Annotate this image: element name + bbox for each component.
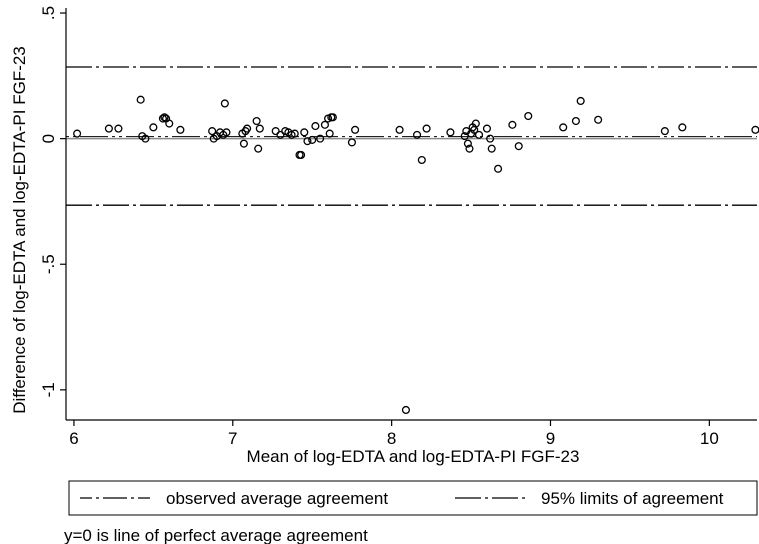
data-point <box>255 124 264 133</box>
data-point <box>571 116 580 126</box>
data-point <box>559 123 568 132</box>
data-point <box>311 122 320 131</box>
data-points <box>73 95 759 415</box>
data-point <box>660 127 669 136</box>
x-tick-label: 6 <box>69 429 78 448</box>
data-point <box>158 114 167 123</box>
data-point <box>114 124 123 133</box>
data-point <box>482 124 492 133</box>
x-axis-title: Mean of log-EDTA and log-EDTA-PI FGF-23 <box>247 447 580 466</box>
data-point <box>347 138 356 147</box>
data-point <box>239 139 248 148</box>
y-tick-label: -1 <box>39 382 58 397</box>
data-point <box>243 124 252 133</box>
data-point <box>465 144 474 153</box>
axes: 6 7 8 9 10 .5 0 -.5 -1 <box>39 6 757 448</box>
data-point <box>300 128 309 137</box>
data-point <box>576 96 585 106</box>
data-point <box>422 124 431 133</box>
y-tick-label: -.5 <box>39 254 58 274</box>
data-point <box>208 127 217 136</box>
data-point <box>413 130 422 139</box>
data-point <box>290 129 299 138</box>
data-point <box>325 129 334 138</box>
data-point <box>136 95 145 104</box>
x-tick-label: 7 <box>228 429 237 448</box>
data-point <box>297 150 306 160</box>
data-point <box>487 144 496 153</box>
data-point <box>165 119 174 128</box>
data-point <box>73 129 82 138</box>
data-point <box>514 142 523 151</box>
legend-box <box>68 480 758 516</box>
data-point <box>417 155 426 165</box>
data-point <box>462 127 471 136</box>
data-point <box>104 124 113 133</box>
data-point <box>308 135 317 144</box>
y-axis-title: Difference of log-EDTA and log-EDTA-PI F… <box>10 46 29 414</box>
x-tick-label: 10 <box>700 429 719 448</box>
data-point <box>486 134 495 143</box>
x-tick-label: 9 <box>546 429 555 448</box>
data-point <box>401 405 410 415</box>
y-tick-label: 0 <box>39 134 58 143</box>
data-point <box>524 111 533 121</box>
data-point <box>395 125 404 134</box>
data-point <box>678 123 687 132</box>
data-point <box>141 134 150 143</box>
data-point <box>594 115 603 124</box>
legend-label-95-limits-of-agreement: 95% limits of agreement <box>541 489 724 508</box>
data-point <box>328 113 337 122</box>
data-point <box>252 116 261 126</box>
plot-lines <box>66 66 757 206</box>
data-point <box>446 128 455 137</box>
data-point <box>351 125 360 134</box>
data-point <box>149 123 158 132</box>
data-point <box>316 134 325 143</box>
data-point <box>471 119 480 128</box>
x-tick-label: 8 <box>387 429 396 448</box>
data-point <box>474 130 484 139</box>
data-point <box>463 139 472 148</box>
y-tick-label: .5 <box>39 6 58 20</box>
data-point <box>494 164 503 173</box>
data-point <box>220 99 229 108</box>
data-point <box>222 128 231 137</box>
data-point <box>176 125 185 134</box>
legend-label-observed-average-agreement: observed average agreement <box>166 489 388 508</box>
legend: observed average agreement 95% limits of… <box>68 480 758 516</box>
data-point <box>160 113 169 122</box>
data-point <box>303 137 312 146</box>
data-point <box>508 120 517 129</box>
data-point <box>320 120 329 129</box>
data-point <box>254 144 263 153</box>
data-point <box>751 125 759 134</box>
footnote: y=0 is line of perfect average agreement <box>64 526 368 544</box>
